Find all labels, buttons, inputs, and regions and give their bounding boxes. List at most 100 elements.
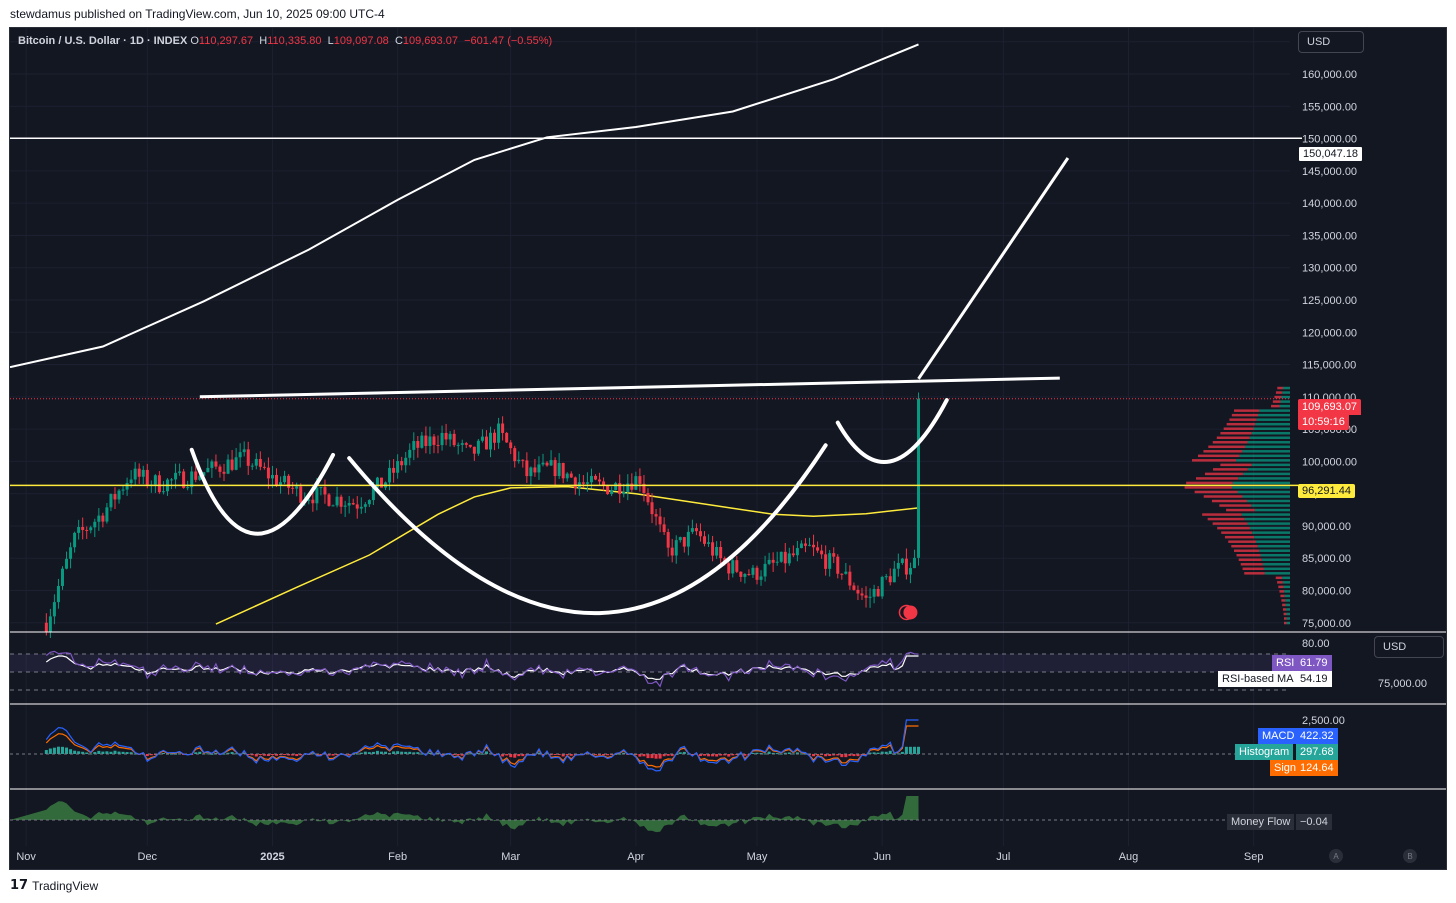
candle-body xyxy=(759,576,763,580)
candle-body xyxy=(472,446,476,454)
macd-hist-bar xyxy=(771,752,775,754)
volume-bar-up xyxy=(1247,441,1290,444)
macd-hist-bar xyxy=(606,754,610,756)
macd-hist-bar xyxy=(347,754,351,755)
macd-hist-bar xyxy=(327,754,331,756)
candle-body xyxy=(529,467,533,477)
candle-body xyxy=(917,398,921,558)
macd-hist-bar xyxy=(206,753,210,755)
macd-hist-bar xyxy=(230,752,234,754)
chart-frame[interactable]: 75,000.0080,000.0085,000.0090,000.0095,0… xyxy=(9,27,1447,870)
volume-bar-up xyxy=(1232,481,1290,485)
candle-body xyxy=(262,466,266,468)
candle-body xyxy=(436,444,440,446)
volume-bar-up xyxy=(1252,531,1290,534)
candle-body xyxy=(848,571,852,586)
candle-body xyxy=(703,536,707,544)
candle-body xyxy=(396,461,400,473)
volume-bar-down xyxy=(1212,441,1248,444)
volume-bar-up xyxy=(1283,585,1290,589)
macd-hist-bar xyxy=(517,754,521,757)
horizontal-levels[interactable] xyxy=(10,137,1302,487)
rsi-ma-line xyxy=(45,655,919,681)
candle-body xyxy=(153,475,157,485)
pattern-drawings[interactable] xyxy=(189,157,1070,616)
candle-body xyxy=(896,562,900,569)
macd-hist-bar xyxy=(618,753,622,755)
currency-button[interactable]: USD xyxy=(1298,31,1364,53)
macd-hist-bar xyxy=(270,754,274,755)
volume-bar-down xyxy=(1277,581,1283,584)
x-tick-label: Dec xyxy=(138,851,158,863)
macd-hist-bar xyxy=(763,753,767,755)
volume-bar-up xyxy=(1247,499,1290,503)
candle-body xyxy=(864,595,868,598)
candle-body xyxy=(335,496,339,506)
volume-bar-down xyxy=(1184,486,1233,489)
macd-hist-bar xyxy=(856,754,860,757)
volume-bar-down xyxy=(1226,422,1256,426)
candle-body xyxy=(573,477,577,489)
rsi-line xyxy=(45,650,919,688)
candle-body xyxy=(525,460,529,477)
macd-hist-bar xyxy=(214,752,218,754)
money-flow-area xyxy=(10,796,919,833)
volume-bar-up xyxy=(1244,517,1290,521)
macd-hist-bar xyxy=(388,752,392,754)
candle-body xyxy=(505,432,509,443)
macd-hist-bar xyxy=(254,754,258,757)
candle-body xyxy=(698,531,702,537)
macd-hist-bar xyxy=(739,753,743,755)
rsi-currency-button[interactable]: USD xyxy=(1374,636,1444,658)
candle-body xyxy=(202,472,206,476)
macd-hist-bar xyxy=(291,754,295,756)
y-tick-label: 80,000.00 xyxy=(1302,585,1351,597)
volume-bar-up xyxy=(1284,590,1290,593)
macd-hist-bar xyxy=(149,754,153,756)
candle-body xyxy=(226,459,230,474)
macd-hist-bar xyxy=(868,752,872,754)
cup-arc-drawing xyxy=(189,447,336,536)
volume-bar-up xyxy=(1284,594,1290,598)
candle-body xyxy=(904,558,908,575)
candle-body xyxy=(109,494,113,508)
candle-body xyxy=(719,546,723,559)
volume-bar-down xyxy=(1226,508,1255,512)
candle-body xyxy=(856,589,860,594)
macd-hist-bar xyxy=(222,753,226,755)
candle-body xyxy=(537,464,541,473)
macd-hist-bar xyxy=(210,753,214,755)
chart-svg[interactable]: 75,000.0080,000.0085,000.0090,000.0095,0… xyxy=(10,28,1447,870)
volume-bar-up xyxy=(1249,526,1290,530)
candle-body xyxy=(420,435,424,448)
volume-bar-down xyxy=(1282,608,1287,611)
symbol-legend: Bitcoin / U.S. Dollar · 1D · INDEX O110,… xyxy=(18,35,552,47)
volume-bar-up xyxy=(1259,549,1290,552)
close-value: 109,693.07 xyxy=(402,35,458,47)
macd-hist-bar xyxy=(375,750,379,754)
volume-bar-down xyxy=(1278,585,1284,589)
histogram-label: Histogram xyxy=(1235,744,1294,760)
candle-body xyxy=(739,571,743,577)
macd-hist-bar xyxy=(174,753,178,755)
candle-body xyxy=(351,502,355,505)
macd-hist-bar xyxy=(779,753,783,755)
macd-hist-bar xyxy=(484,751,488,754)
macd-hist-bar xyxy=(783,752,787,754)
candle-body xyxy=(900,558,904,563)
macd-hist-bar xyxy=(888,750,892,754)
y-tick-label: 135,000.00 xyxy=(1302,230,1357,242)
x-tick-label: Mar xyxy=(501,851,520,863)
candle-body xyxy=(214,461,218,467)
macd-hist-bar xyxy=(48,748,52,754)
candle-body xyxy=(404,457,408,466)
candle-body xyxy=(682,537,686,547)
change-value: −601.47 (−0.55%) xyxy=(464,35,553,47)
low-value: 109,097.08 xyxy=(333,35,389,47)
y-tick-label: 90,000.00 xyxy=(1302,521,1351,533)
candle-body xyxy=(489,432,493,450)
close-label: C xyxy=(394,35,403,47)
scale-button-icon xyxy=(1403,849,1417,863)
volume-bar-up xyxy=(1243,472,1290,476)
macd-hist-bar xyxy=(379,751,383,754)
